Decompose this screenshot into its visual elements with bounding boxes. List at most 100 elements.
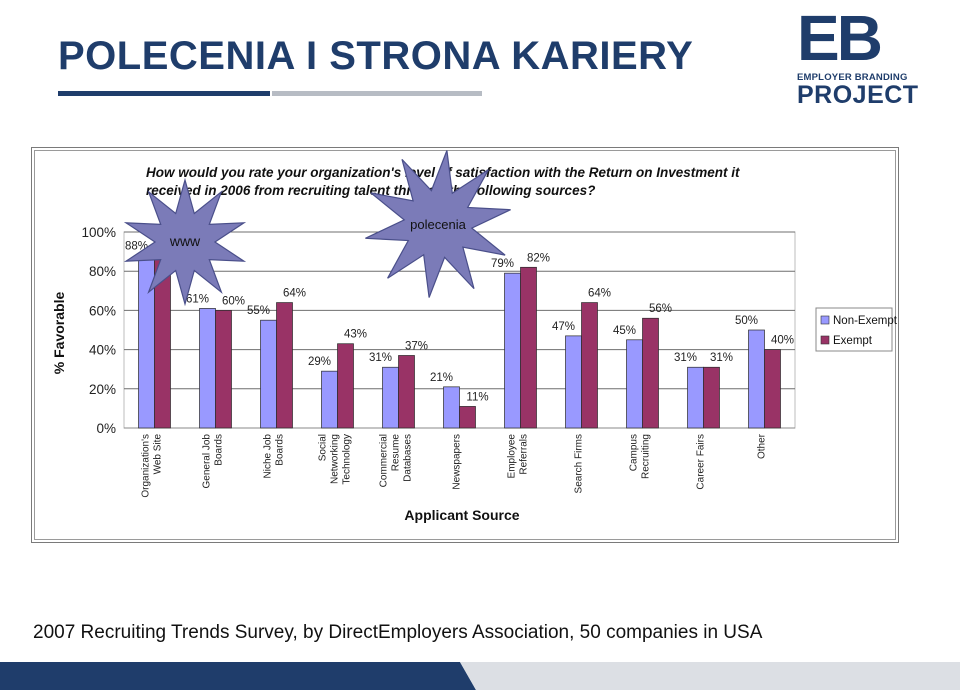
- bar-value-label: 88%: [125, 241, 148, 253]
- x-category-label: Social Networking Technology: [318, 434, 353, 485]
- employer-branding-logo: EB EMPLOYER BRANDING PROJECT: [797, 2, 919, 109]
- bar-value-label: 82%: [527, 252, 550, 264]
- bar-non-exempt: [382, 366, 399, 429]
- x-axis-label: Applicant Source: [404, 507, 519, 523]
- legend: Non-Exempt Exempt: [815, 307, 898, 352]
- x-category-label-line: Technology: [342, 434, 353, 485]
- bar-value-label: 11%: [466, 391, 488, 403]
- bar-exempt: [642, 317, 659, 429]
- polecenia-callout-label: polecenia: [410, 217, 466, 232]
- x-category-label: Search Firms: [574, 434, 585, 493]
- legend-label-exempt: Exempt: [833, 335, 873, 347]
- bar-non-exempt: [687, 366, 704, 429]
- legend-label-non-exempt: Non-Exempt: [833, 315, 898, 327]
- bar-value-label: 61%: [186, 293, 209, 305]
- bar-exempt: [703, 366, 720, 429]
- bar-value-label: 60%: [222, 295, 245, 307]
- bar-value-label: 55%: [247, 305, 270, 317]
- x-category-label-line: Organization's: [141, 434, 152, 498]
- bar-value-label: 31%: [369, 352, 392, 364]
- bars: [138, 249, 781, 429]
- y-tick-label: 60%: [89, 303, 116, 318]
- bar-non-exempt: [443, 386, 460, 429]
- y-axis-label: % Favorable: [51, 292, 67, 375]
- x-category-label: General Job Boards: [202, 434, 225, 489]
- slide-title: POLECENIA I STRONA KARIERY: [58, 34, 694, 78]
- bar-value-label: 43%: [344, 329, 367, 341]
- bar-value-label: 31%: [710, 352, 733, 364]
- logo-subtitle: EMPLOYER BRANDING: [797, 72, 908, 83]
- x-category-label-line: Networking: [330, 434, 341, 484]
- bar-chart: How would you rate your organization's l…: [51, 150, 898, 523]
- logo-project: PROJECT: [797, 81, 919, 109]
- bar-exempt: [276, 302, 293, 429]
- bar-non-exempt: [321, 370, 338, 429]
- bar-exempt: [215, 310, 232, 429]
- x-category-label-line: Newspapers: [452, 434, 463, 490]
- star-burst-shape: [365, 150, 511, 298]
- y-tick-label: 40%: [89, 343, 116, 358]
- bar-value-label: 79%: [491, 258, 514, 270]
- x-category-label-line: Career Fairs: [696, 434, 707, 490]
- chart-title-line2: received in 2006 from recruiting talent …: [146, 183, 595, 198]
- x-category-label-line: Search Firms: [574, 434, 585, 493]
- bar-value-label: 31%: [674, 352, 697, 364]
- y-tick-label: 20%: [89, 382, 116, 397]
- bar-value-label: 64%: [283, 288, 306, 300]
- bar-value-label: 50%: [735, 315, 758, 327]
- bar-value-label: 37%: [405, 340, 428, 352]
- y-tick-label: 100%: [81, 225, 116, 240]
- star-burst-shape: [123, 177, 247, 307]
- x-category-label-line: Campus: [629, 434, 640, 471]
- bar-exempt: [520, 266, 537, 429]
- x-category-label-line: Social: [318, 434, 329, 461]
- bar-exempt: [459, 406, 476, 429]
- x-category-label-line: Referrals: [519, 434, 530, 475]
- bar-non-exempt: [260, 319, 277, 429]
- x-category-label: Organization's Web Site: [141, 434, 164, 498]
- x-category-label-line: Niche Job: [263, 434, 274, 479]
- legend-swatch-non-exempt: [820, 315, 830, 325]
- x-category-label-line: Databases: [403, 434, 414, 482]
- bar-value-label: 56%: [649, 303, 672, 315]
- footer-band-light: [460, 662, 960, 690]
- x-category-label: Commercial Resume Databases: [379, 434, 414, 488]
- logo-letters: EB: [797, 2, 883, 74]
- x-category-label: Career Fairs: [696, 434, 707, 490]
- bar-non-exempt: [626, 339, 643, 429]
- y-tick-label: 80%: [89, 264, 116, 279]
- legend-swatch-exempt: [820, 335, 830, 345]
- bar-exempt: [337, 343, 354, 429]
- x-category-label-line: Boards: [275, 434, 286, 466]
- x-category-label-line: Web Site: [153, 434, 164, 475]
- bar-non-exempt: [504, 272, 521, 429]
- y-axis-ticks: 0% 20% 40% 60% 80% 100%: [81, 225, 116, 436]
- bar-value-label: 45%: [613, 325, 636, 337]
- bar-exempt: [398, 355, 415, 429]
- bar-exempt: [764, 349, 781, 429]
- bar-non-exempt: [748, 329, 765, 429]
- bar-value-label: 21%: [430, 372, 453, 384]
- title-underline-grey: [272, 91, 482, 96]
- x-category-label: Employee Referrals: [507, 434, 530, 479]
- x-category-label-line: Commercial: [379, 434, 390, 487]
- footer-band: [0, 662, 960, 690]
- source-footnote: 2007 Recruiting Trends Survey, by Direct…: [33, 622, 763, 643]
- bar-value-label: 47%: [552, 321, 575, 333]
- x-category-label-line: Employee: [507, 434, 518, 479]
- www-callout-label: www: [169, 233, 201, 249]
- y-tick-label: 0%: [96, 421, 116, 436]
- bar-non-exempt: [565, 335, 582, 429]
- bar-value-label: 29%: [308, 356, 331, 368]
- x-category-label-line: General Job: [202, 434, 213, 489]
- x-category-label-line: Recruiting: [641, 434, 652, 479]
- footer-band-dark: [0, 662, 476, 690]
- chart-frame: How would you rate your organization's l…: [31, 147, 899, 543]
- www-callout: www: [123, 177, 247, 307]
- bar-value-label: 64%: [588, 288, 611, 300]
- polecenia-callout: polecenia: [365, 150, 511, 298]
- bar-value-label: 40%: [771, 335, 794, 347]
- x-category-label: Campus Recruiting: [629, 434, 652, 479]
- x-category-label-line: Resume: [391, 434, 402, 472]
- x-category-label: Other: [757, 433, 768, 459]
